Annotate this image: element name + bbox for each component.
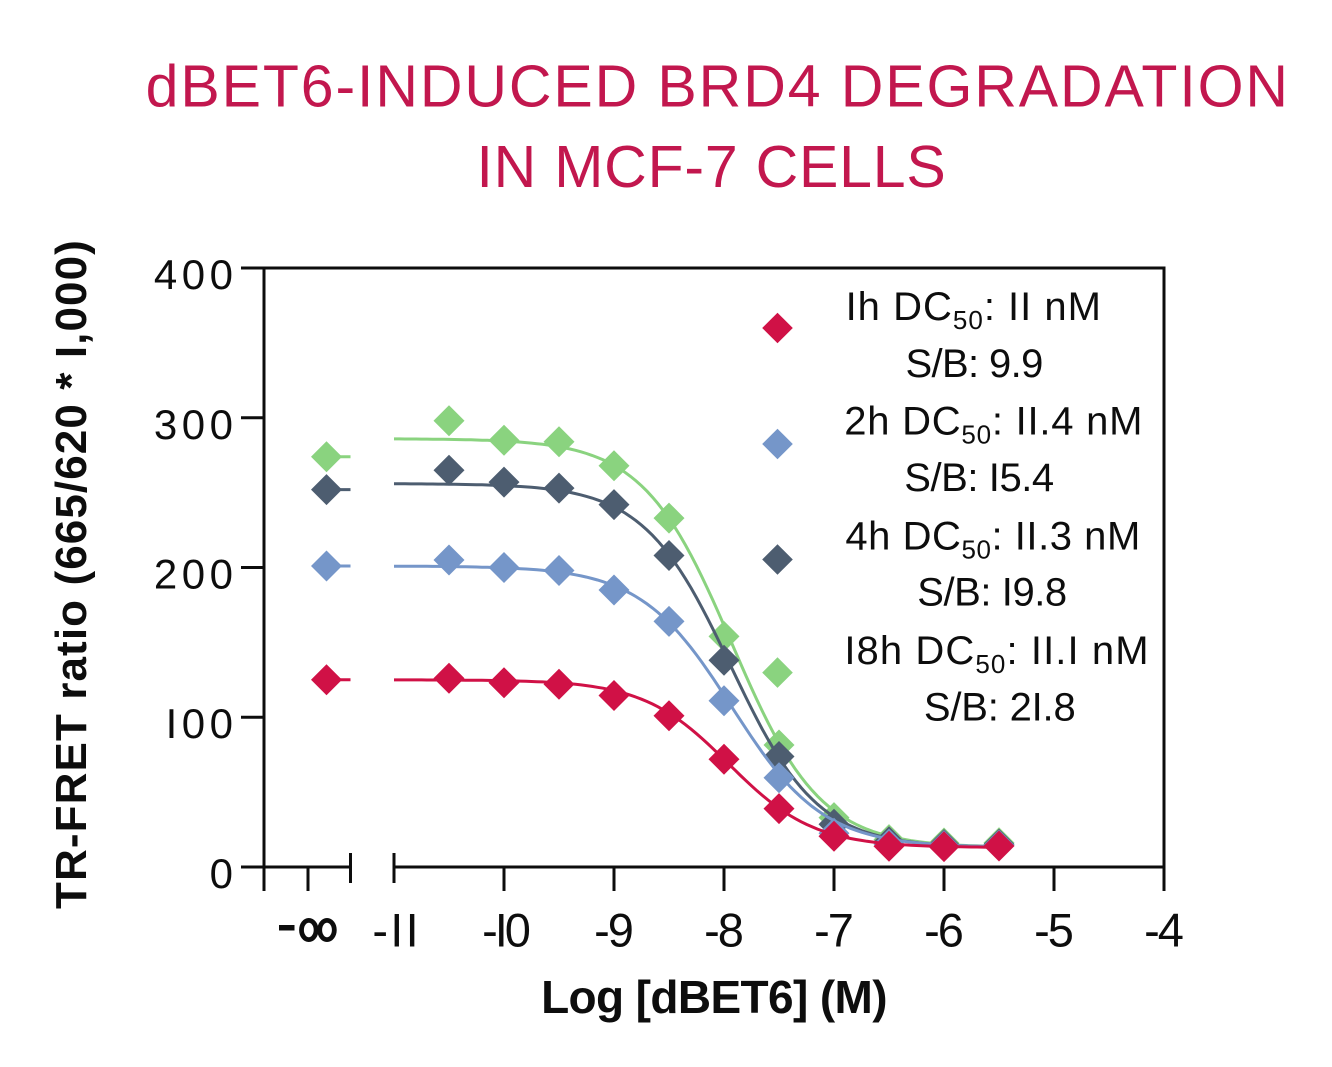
svg-text:-7: -7 (814, 904, 852, 957)
svg-text:-II: -II (372, 904, 421, 957)
svg-text:I8h DC50: II.I nM: I8h DC50: II.I nM (844, 629, 1149, 679)
svg-text:400: 400 (154, 251, 238, 298)
svg-text:I00: I00 (166, 700, 238, 747)
svg-text:300: 300 (154, 401, 238, 448)
svg-text:-I0: -I0 (482, 904, 530, 957)
svg-text:S/B: 9.9: S/B: 9.9 (905, 342, 1042, 386)
svg-text:2h DC50: II.4 nM: 2h DC50: II.4 nM (844, 400, 1143, 450)
svg-text:S/B: I5.4: S/B: I5.4 (904, 456, 1054, 500)
svg-text:-9: -9 (594, 904, 632, 957)
svg-text:200: 200 (154, 551, 238, 598)
svg-text:4h DC50: II.3 nM: 4h DC50: II.3 nM (845, 514, 1140, 564)
svg-text:TR-FRET ratio (665/620 * I,000: TR-FRET ratio (665/620 * I,000) (47, 239, 96, 909)
svg-text:S/B: I9.8: S/B: I9.8 (917, 571, 1066, 615)
svg-text:-5: -5 (1034, 904, 1073, 957)
svg-text:-6: -6 (924, 904, 963, 957)
svg-text:0: 0 (210, 850, 238, 897)
svg-text:-4: -4 (1144, 904, 1183, 957)
svg-text:Ih DC50: II nM: Ih DC50: II nM (846, 285, 1102, 335)
svg-text:dBET6-INDUCED BRD4 DEGRADATION: dBET6-INDUCED BRD4 DEGRADATION (146, 54, 1290, 120)
svg-text:S/B: 2I.8: S/B: 2I.8 (924, 685, 1076, 729)
svg-text:-8: -8 (704, 904, 743, 957)
svg-text:IN MCF-7 CELLS: IN MCF-7 CELLS (476, 134, 946, 200)
svg-text:Log [dBET6] (M): Log [dBET6] (M) (541, 971, 887, 1023)
